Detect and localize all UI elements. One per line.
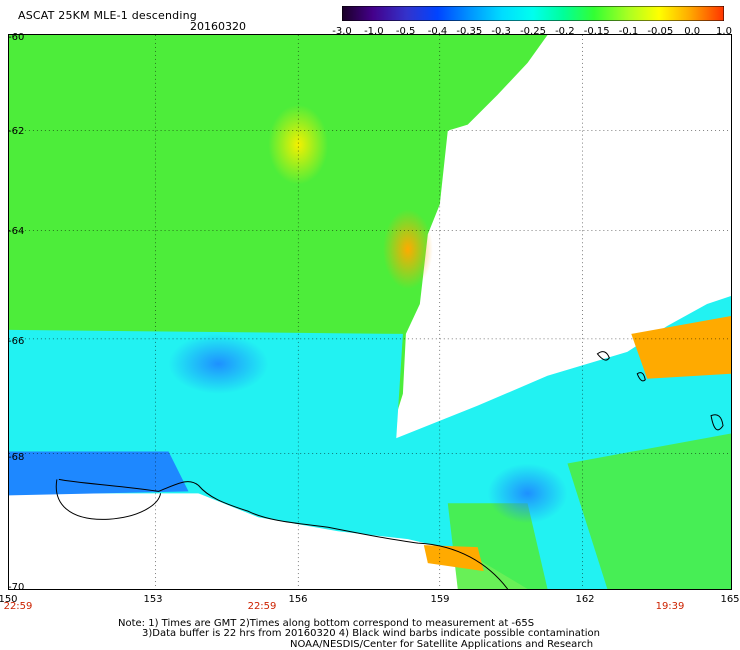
note-line-1: Note: 1) Times are GMT 2)Times along bot… <box>118 618 535 629</box>
coastline <box>58 478 509 589</box>
latitude-label: -70 <box>8 582 25 593</box>
colorbar-tick-label: -0.3 <box>491 26 511 37</box>
latitude-label: -64 <box>8 226 25 237</box>
longitude-label: 156 <box>288 594 308 605</box>
product-date: 20160320 <box>190 20 246 33</box>
time-label: 19:39 <box>655 601 685 612</box>
longitude-label: 162 <box>575 594 595 605</box>
latitude-label: -62 <box>8 126 25 137</box>
swath-blue-band <box>9 451 189 496</box>
colorbar <box>342 6 724 21</box>
colorbar-tick-label: -0.05 <box>647 26 674 37</box>
swath-orange-region <box>631 315 731 379</box>
colorbar-tick-label: -0.1 <box>618 26 639 37</box>
longitude-label: 165 <box>720 594 740 605</box>
colorbar-tick-label: -0.4 <box>427 26 448 37</box>
colorbar-tick-label: -0.35 <box>456 26 483 37</box>
note-line-3: NOAA/NESDIS/Center for Satellite Applica… <box>290 639 594 650</box>
colorbar-tick-label: -0.5 <box>395 26 416 37</box>
wind-map <box>8 34 732 590</box>
colorbar-tick-label: 0.0 <box>684 26 701 37</box>
note-line-2: 3)Data buffer is 22 hrs from 20160320 4)… <box>142 628 600 639</box>
latitude-label: -60 <box>8 32 25 43</box>
colorbar-tick-label: 1.0 <box>716 26 732 37</box>
time-label: 22:59 <box>247 601 277 612</box>
time-label: 22:59 <box>3 601 33 612</box>
longitude-label: 153 <box>143 594 163 605</box>
colorbar-tick-label: -3.0 <box>332 26 352 37</box>
colorbar-tick-label: -1.0 <box>364 26 384 37</box>
latitude-label: -66 <box>8 336 25 347</box>
latitude-label: -68 <box>8 452 25 463</box>
colorbar-tick-label: -0.25 <box>520 26 546 37</box>
product-title: ASCAT 25KM MLE-1 descending <box>18 9 197 22</box>
colorbar-tick-label: -0.15 <box>583 26 610 37</box>
longitude-label: 159 <box>430 594 450 605</box>
longitude-label: 150 <box>0 594 18 605</box>
colorbar-tick-label: -0.2 <box>555 26 575 37</box>
